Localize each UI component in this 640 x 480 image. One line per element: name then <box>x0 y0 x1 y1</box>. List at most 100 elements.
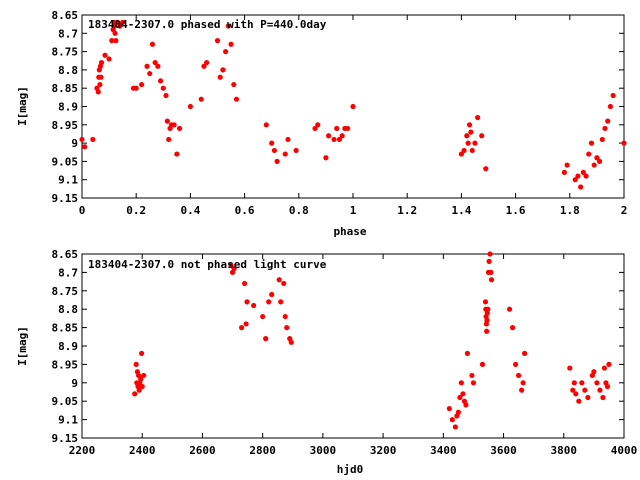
phased-plot-point <box>98 59 105 66</box>
phased-plot-point <box>117 23 123 29</box>
phased-plot-point <box>464 133 470 139</box>
unphased-plot-point <box>449 417 455 423</box>
phased-plot-point <box>198 96 204 102</box>
phased-plot-point <box>334 125 340 132</box>
unphased-plot-point <box>228 262 234 268</box>
unphased-plot-title: 183404-2307.0 not phased light curve <box>88 258 327 271</box>
phased-plot-point <box>147 70 153 77</box>
unphased-plot-point <box>485 306 491 312</box>
phased-plot-point <box>465 140 471 146</box>
phased-plot-point <box>204 59 210 66</box>
unphased-plot-point <box>260 313 266 320</box>
unphased-plot-ytick-label: 9 <box>71 377 78 390</box>
phased-plot-point <box>479 133 485 139</box>
unphased-plot-ytick-label: 8.8 <box>58 303 78 316</box>
unphased-plot-xtick-label: 2400 <box>129 444 156 457</box>
unphased-plot-ytick-label: 9.05 <box>52 395 79 408</box>
phased-plot-point <box>339 133 345 139</box>
unphased-plot-point <box>263 336 269 342</box>
phased-plot-point <box>109 38 115 44</box>
phased-plot-point <box>113 38 119 44</box>
unphased-plot-point <box>139 350 145 356</box>
phased-plot-point <box>269 140 275 146</box>
phased-plot-point <box>271 147 278 154</box>
phased-plot-point <box>274 158 280 164</box>
phased-plot-point <box>233 96 240 102</box>
phased-plot-point <box>336 136 343 143</box>
unphased-plot-point <box>469 372 475 379</box>
phased-plot-point <box>201 63 207 69</box>
phased-plot-point <box>475 114 481 121</box>
unphased-plot-point <box>464 350 471 356</box>
unphased-plot-point <box>522 350 528 356</box>
unphased-plot-point <box>463 402 469 408</box>
unphased-plot-panel: 2200 2400 2600 2800 3000 3200 3400 3600 3800 4000… <box>16 248 637 476</box>
unphased-plot-point <box>282 313 288 320</box>
phased-plot-point <box>312 125 318 132</box>
phased-plot-xtick-label: 1.8 <box>560 204 580 217</box>
unphased-plot-xtick-label: 3600 <box>490 444 517 457</box>
phased-plot-point <box>575 173 581 179</box>
phased-plot-point <box>166 136 172 143</box>
unphased-plot-point <box>516 372 522 379</box>
unphased-plot-point <box>266 299 272 305</box>
unphased-plot-ytick-label: 8.7 <box>58 266 78 279</box>
unphased-plot-point <box>573 391 579 397</box>
phased-plot-xtick-label: 0.6 <box>235 204 255 217</box>
phased-plot-point <box>157 78 164 84</box>
phased-plot-point <box>187 103 193 110</box>
unphased-plot-point <box>567 365 573 371</box>
unphased-plot-ticks: 2200 2400 2600 2800 3000 3200 3400 3600 3800 4000… <box>52 248 638 457</box>
unphased-plot-point <box>460 391 466 397</box>
phased-plot-xtick-label: 0.2 <box>126 204 146 217</box>
unphased-plot-point <box>519 387 525 393</box>
unphased-plot-xtick-label: 3800 <box>551 444 578 457</box>
phased-plot-point <box>82 144 88 150</box>
unphased-plot-point <box>133 361 139 367</box>
unphased-plot-ytick-label: 9.15 <box>52 432 79 445</box>
phased-plot-point <box>171 122 177 128</box>
unphased-plot-point <box>487 251 493 257</box>
phased-plot-point <box>223 49 229 55</box>
phased-plot-point <box>607 103 614 110</box>
unphased-plot-point <box>488 269 494 275</box>
phased-plot-point <box>461 147 467 154</box>
phased-plot-point <box>112 30 118 36</box>
unphased-plot-point <box>488 277 495 283</box>
phased-plot-point <box>331 136 337 143</box>
phased-plot-ytick-label: 9 <box>71 137 78 150</box>
phased-plot-point <box>597 158 603 164</box>
unphased-plot-point <box>288 339 294 345</box>
phased-plot-point <box>95 89 101 95</box>
phased-plot-ytick-label: 8.65 <box>52 9 79 22</box>
unphased-plot-point <box>582 387 588 393</box>
unphased-plot-point <box>591 369 597 375</box>
unphased-plot-ytick-label: 8.75 <box>52 285 79 298</box>
unphased-plot-xtick-label: 3000 <box>310 444 337 457</box>
phased-plot-ytick-label: 8.75 <box>52 46 79 59</box>
unphased-plot-ylabel: I[mag] <box>16 326 29 366</box>
unphased-plot-ytick-label: 9.1 <box>58 414 78 427</box>
phased-plot-point <box>586 151 592 157</box>
phased-plot-point <box>102 52 108 58</box>
phased-plot-points <box>79 19 627 190</box>
phased-plot-point <box>282 151 288 157</box>
unphased-plot-xtick-label: 4000 <box>611 444 638 457</box>
unphased-plot-point <box>571 380 577 386</box>
phased-plot-point <box>152 59 158 66</box>
unphased-plot-point <box>276 277 282 283</box>
phased-plot-point <box>174 151 180 157</box>
unphased-plot-point <box>509 325 516 331</box>
unphased-plot-xtick-label: 2600 <box>189 444 216 457</box>
unphased-plot-point <box>520 380 526 386</box>
phased-plot-xtick-label: 2 <box>621 204 628 217</box>
phased-plot-xtick-label: 1.4 <box>451 204 471 217</box>
unphased-plot-point <box>484 317 490 323</box>
phased-plot-point <box>588 140 595 146</box>
phased-plot-point <box>106 56 112 62</box>
phased-plot-point <box>583 173 589 179</box>
unphased-plot-point <box>284 325 290 331</box>
unphased-plot-point <box>244 299 250 305</box>
phased-plot-point <box>139 81 145 88</box>
unphased-plot-point <box>513 361 519 367</box>
